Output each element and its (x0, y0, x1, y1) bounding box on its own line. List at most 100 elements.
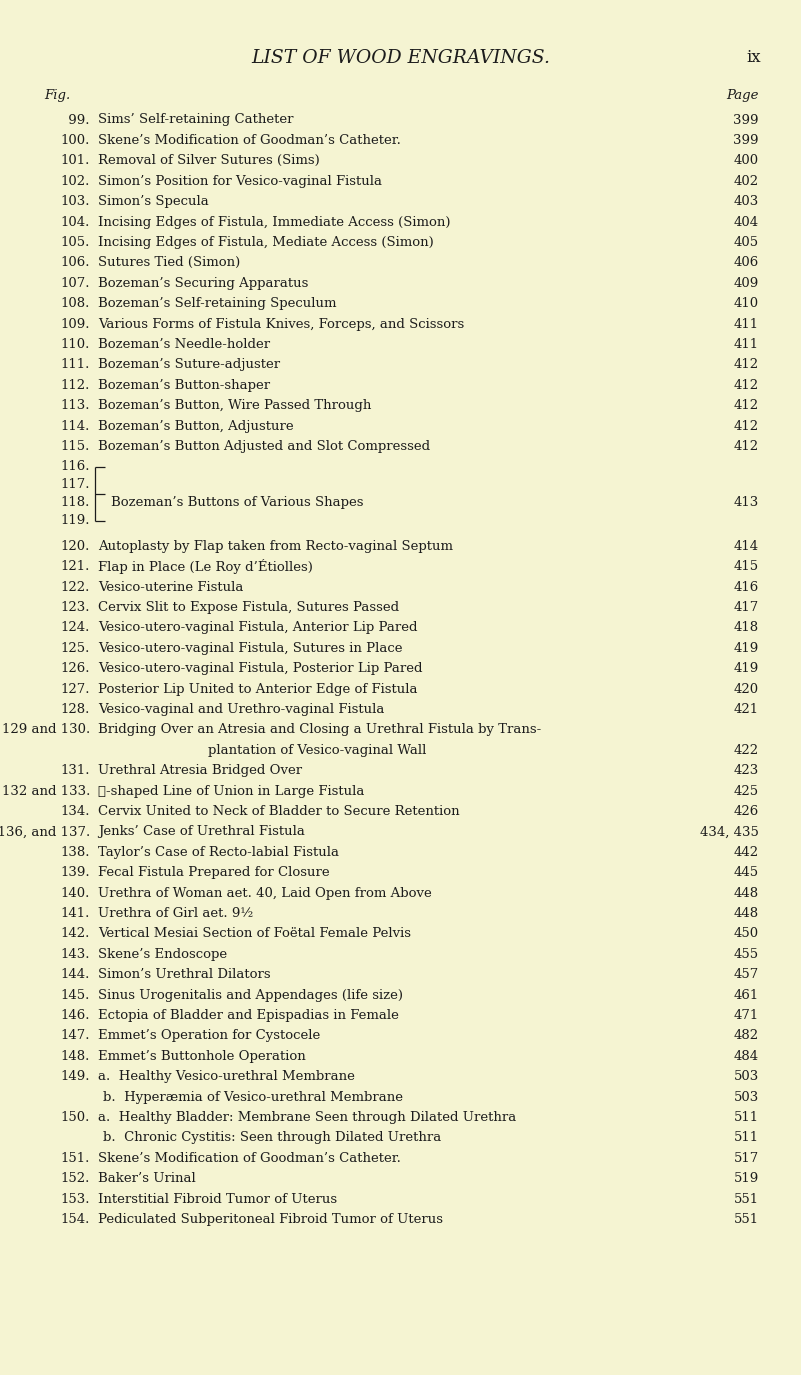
Text: 121.: 121. (61, 560, 90, 573)
Text: Autoplasty by Flap taken from Recto-vaginal Septum: Autoplasty by Flap taken from Recto-vagi… (98, 540, 453, 553)
Text: Sinus Urogenitalis and Appendages (life size): Sinus Urogenitalis and Appendages (life … (98, 989, 403, 1001)
Text: 417: 417 (734, 601, 759, 615)
Text: Skene’s Endoscope: Skene’s Endoscope (98, 947, 227, 961)
Text: Fecal Fistula Prepared for Closure: Fecal Fistula Prepared for Closure (98, 866, 330, 879)
Text: 111.: 111. (61, 359, 90, 371)
Text: 399: 399 (734, 133, 759, 147)
Text: Vesico-utero-vaginal Fistula, Anterior Lip Pared: Vesico-utero-vaginal Fistula, Anterior L… (98, 622, 417, 634)
Text: Emmet’s Buttonhole Operation: Emmet’s Buttonhole Operation (98, 1049, 306, 1063)
Text: Various Forms of Fistula Knives, Forceps, and Scissors: Various Forms of Fistula Knives, Forceps… (98, 318, 465, 330)
Text: 422: 422 (734, 744, 759, 756)
Text: 411: 411 (734, 338, 759, 351)
Text: 421: 421 (734, 703, 759, 716)
Text: 402: 402 (734, 175, 759, 188)
Text: 511: 511 (734, 1132, 759, 1144)
Text: 125.: 125. (61, 642, 90, 654)
Text: 519: 519 (734, 1173, 759, 1185)
Text: Skene’s Modification of Goodman’s Catheter.: Skene’s Modification of Goodman’s Cathet… (98, 1152, 400, 1165)
Text: 434, 435: 434, 435 (700, 825, 759, 839)
Text: 448: 448 (734, 908, 759, 920)
Text: 150.: 150. (61, 1111, 90, 1123)
Text: Bozeman’s Needle-holder: Bozeman’s Needle-holder (98, 338, 270, 351)
Text: 152.: 152. (61, 1173, 90, 1185)
Text: 423: 423 (734, 765, 759, 777)
Text: 籼-shaped Line of Union in Large Fistula: 籼-shaped Line of Union in Large Fistula (98, 785, 364, 797)
Text: 411: 411 (734, 318, 759, 330)
Text: Taylor’s Case of Recto-labial Fistula: Taylor’s Case of Recto-labial Fistula (98, 846, 339, 859)
Text: 455: 455 (734, 947, 759, 961)
Text: 105.: 105. (61, 236, 90, 249)
Text: Emmet’s Operation for Cystocele: Emmet’s Operation for Cystocele (98, 1030, 320, 1042)
Text: 412: 412 (734, 378, 759, 392)
Text: 551: 551 (734, 1213, 759, 1226)
Text: Bozeman’s Self-retaining Speculum: Bozeman’s Self-retaining Speculum (98, 297, 336, 311)
Text: 426: 426 (734, 804, 759, 818)
Text: 132 and 133.: 132 and 133. (2, 785, 90, 797)
Text: 103.: 103. (61, 195, 90, 208)
Text: 147.: 147. (61, 1030, 90, 1042)
Text: 412: 412 (734, 419, 759, 433)
Text: Ectopia of Bladder and Epispadias in Female: Ectopia of Bladder and Epispadias in Fem… (98, 1009, 399, 1022)
Text: Posterior Lip United to Anterior Edge of Fistula: Posterior Lip United to Anterior Edge of… (98, 682, 417, 696)
Text: 116.: 116. (61, 461, 90, 473)
Text: 461: 461 (734, 989, 759, 1001)
Text: 141.: 141. (61, 908, 90, 920)
Text: Skene’s Modification of Goodman’s Catheter.: Skene’s Modification of Goodman’s Cathet… (98, 133, 400, 147)
Text: 107.: 107. (61, 276, 90, 290)
Text: Bozeman’s Button, Adjusture: Bozeman’s Button, Adjusture (98, 419, 294, 433)
Text: Jenks’ Case of Urethral Fistula: Jenks’ Case of Urethral Fistula (98, 825, 305, 839)
Text: 106.: 106. (61, 256, 90, 270)
Text: 416: 416 (734, 580, 759, 594)
Text: 123.: 123. (61, 601, 90, 615)
Text: a.  Healthy Bladder: Membrane Seen through Dilated Urethra: a. Healthy Bladder: Membrane Seen throug… (98, 1111, 517, 1123)
Text: 104.: 104. (61, 216, 90, 228)
Text: Incising Edges of Fistula, Mediate Access (Simon): Incising Edges of Fistula, Mediate Acces… (98, 236, 434, 249)
Text: 100.: 100. (61, 133, 90, 147)
Text: 448: 448 (734, 887, 759, 899)
Text: 124.: 124. (61, 622, 90, 634)
Text: 406: 406 (734, 256, 759, 270)
Text: 442: 442 (734, 846, 759, 859)
Text: Bozeman’s Button Adjusted and Slot Compressed: Bozeman’s Button Adjusted and Slot Compr… (98, 440, 430, 452)
Text: Vesico-uterine Fistula: Vesico-uterine Fistula (98, 580, 244, 594)
Text: Simon’s Urethral Dilators: Simon’s Urethral Dilators (98, 968, 271, 982)
Text: 144.: 144. (61, 968, 90, 982)
Text: 113.: 113. (61, 399, 90, 412)
Text: 114.: 114. (61, 419, 90, 433)
Text: Cervix United to Neck of Bladder to Secure Retention: Cervix United to Neck of Bladder to Secu… (98, 804, 460, 818)
Text: 126.: 126. (61, 663, 90, 675)
Text: b.  Hyperæmia of Vesico-urethral Membrane: b. Hyperæmia of Vesico-urethral Membrane (103, 1090, 403, 1104)
Text: Urethra of Girl aet. 9½: Urethra of Girl aet. 9½ (98, 908, 253, 920)
Text: Vesico-vaginal and Urethro-vaginal Fistula: Vesico-vaginal and Urethro-vaginal Fistu… (98, 703, 384, 716)
Text: Bridging Over an Atresia and Closing a Urethral Fistula by Trans-: Bridging Over an Atresia and Closing a U… (98, 723, 541, 737)
Text: 108.: 108. (61, 297, 90, 311)
Text: 131.: 131. (61, 765, 90, 777)
Text: 138.: 138. (61, 846, 90, 859)
Text: 112.: 112. (61, 378, 90, 392)
Text: 154.: 154. (61, 1213, 90, 1226)
Text: 419: 419 (734, 642, 759, 654)
Text: 149.: 149. (61, 1070, 90, 1084)
Text: 413: 413 (734, 496, 759, 509)
Text: 101.: 101. (61, 154, 90, 168)
Text: 405: 405 (734, 236, 759, 249)
Text: 410: 410 (734, 297, 759, 311)
Text: 399: 399 (734, 114, 759, 126)
Text: 135, 136, and 137.: 135, 136, and 137. (0, 825, 90, 839)
Text: 450: 450 (734, 927, 759, 941)
Text: 109.: 109. (61, 318, 90, 330)
Text: 145.: 145. (61, 989, 90, 1001)
Text: 503: 503 (734, 1090, 759, 1104)
Text: 110.: 110. (61, 338, 90, 351)
Text: 418: 418 (734, 622, 759, 634)
Text: 404: 404 (734, 216, 759, 228)
Text: 503: 503 (734, 1070, 759, 1084)
Text: 403: 403 (734, 195, 759, 208)
Text: Sutures Tied (Simon): Sutures Tied (Simon) (98, 256, 240, 270)
Text: 128.: 128. (61, 703, 90, 716)
Text: LIST OF WOOD ENGRAVINGS.: LIST OF WOOD ENGRAVINGS. (251, 49, 550, 67)
Text: Interstitial Fibroid Tumor of Uterus: Interstitial Fibroid Tumor of Uterus (98, 1192, 337, 1206)
Text: 122.: 122. (61, 580, 90, 594)
Text: 415: 415 (734, 560, 759, 573)
Text: 412: 412 (734, 440, 759, 452)
